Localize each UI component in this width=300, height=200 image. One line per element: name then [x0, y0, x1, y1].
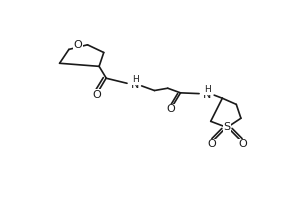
Text: S: S	[224, 122, 230, 132]
Text: O: O	[207, 139, 216, 149]
Text: N: N	[202, 90, 211, 100]
Text: O: O	[166, 104, 175, 114]
Text: O: O	[238, 139, 247, 149]
Text: H: H	[205, 85, 211, 94]
Text: O: O	[92, 90, 101, 100]
Text: H: H	[133, 75, 139, 84]
Text: N: N	[130, 80, 139, 90]
Text: O: O	[74, 40, 82, 50]
